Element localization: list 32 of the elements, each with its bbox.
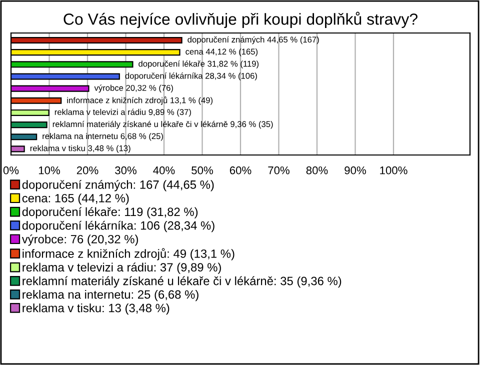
legend-label: doporučení lékárníka: 106 (28,34 %) <box>22 220 214 232</box>
legend-label: doporučení lékaře: 119 (31,82 %) <box>22 207 198 218</box>
x-tick-label: 10% <box>38 166 60 174</box>
legend-label: reklama na internetu: 25 (6,68 %) <box>22 290 198 302</box>
legend-label: reklama v televizi a rádiu: 37 (9,89 %) <box>22 262 221 274</box>
legend-label: reklamní materiály získané u lékaře či v lékárně: 35 (9,36 %) <box>22 276 342 288</box>
data-label: doporučení lékárníka 28,34 % (106) <box>125 72 257 80</box>
legend-label: doporučení známých: 167 (44,65 %) <box>22 180 214 192</box>
x-tick-label: 90% <box>344 166 366 174</box>
x-tick-label: 30% <box>115 166 136 174</box>
data-label: reklama v televizi a rádiu 9,89 % (37) <box>54 108 191 117</box>
data-label: informace z knižních zdrojů 13,1 % (49) <box>67 96 213 105</box>
data-label: výrobce 20,32 % (76) <box>94 84 173 92</box>
data-label: reklama na internetu 6,68 % (25) <box>42 132 163 141</box>
x-tick-label: 70% <box>268 166 290 174</box>
x-tick-label: 60% <box>230 166 252 174</box>
legend-label: výrobce: 76 (20,32 %) <box>22 234 138 246</box>
x-tick-label: 0% <box>3 166 19 174</box>
chart-title: Co Vás nejvíce ovlivňuje při koupi doplňků stravy? <box>64 12 418 28</box>
x-tick-label: 50% <box>192 166 213 174</box>
legend-label: reklama v tisku: 13 (3,48 %) <box>22 303 170 315</box>
data-label: doporučení známých 44,65 % (167) <box>188 36 319 44</box>
data-label: doporučení lékaře 31,82 % (119) <box>138 60 259 68</box>
x-tick-label: 20% <box>76 166 98 174</box>
data-label: cena 44,12 % (165) <box>186 48 258 56</box>
data-label: reklama v tisku 3,48 % (13) <box>30 145 130 153</box>
data-label: reklamní materiály získané u lékaře či v lékárně 9,36 % (35) <box>52 120 273 129</box>
x-tick-label: 40% <box>153 166 175 174</box>
legend-label: informace z knižních zdrojů: 49 (13,1 %) <box>22 248 234 260</box>
legend-label: cena: 165 (44,12 %) <box>22 194 129 205</box>
x-tick-label: 80% <box>306 166 328 174</box>
x-tick-label: 100% <box>380 166 408 174</box>
